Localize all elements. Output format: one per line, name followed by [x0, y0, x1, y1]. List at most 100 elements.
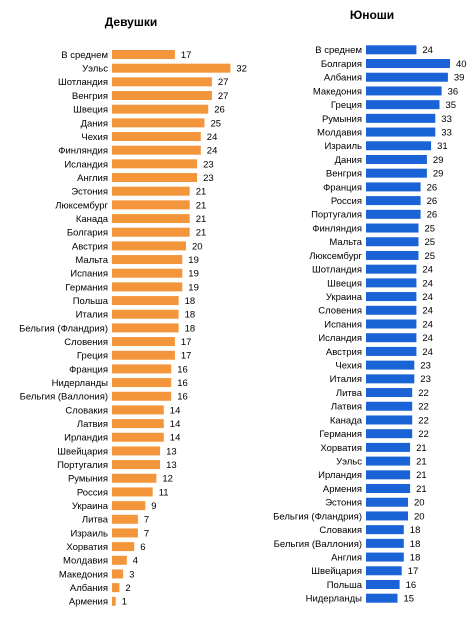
- boys-category-label: Шотландия: [312, 265, 362, 276]
- boys-category-label: Германия: [319, 429, 362, 440]
- boys-bar: [366, 374, 415, 384]
- boys-category-label: Венгрия: [326, 169, 362, 180]
- girls-value-label: 24: [207, 132, 218, 143]
- boys-value-label: 21: [416, 484, 427, 495]
- boys-chart: В среднем 24 Болгария 40 Албания 39 Македония 3…: [273, 45, 466, 604]
- girls-value-label: 23: [203, 159, 214, 170]
- girls-value-label: 27: [218, 91, 229, 102]
- girls-value-label: 26: [214, 105, 225, 116]
- boys-category-label: Россия: [331, 196, 362, 207]
- boys-category-label: Эстония: [325, 498, 362, 509]
- boys-value-label: 33: [441, 127, 452, 138]
- boys-category-label: Уэльс: [336, 457, 362, 468]
- girls-bar: [112, 309, 179, 319]
- boys-category-label: Чехия: [335, 361, 362, 372]
- boys-bar: [366, 346, 417, 356]
- boys-value-label: 18: [410, 525, 421, 536]
- boys-category-label: Украина: [326, 292, 363, 303]
- boys-bar: [366, 141, 432, 151]
- boys-value-label: 26: [427, 210, 438, 221]
- girls-category-label: Португалия: [57, 460, 108, 471]
- boys-value-label: 29: [433, 169, 444, 180]
- boys-category-label: Ирландия: [318, 470, 362, 481]
- girls-value-label: 16: [177, 392, 188, 403]
- girls-category-label: Чехия: [81, 132, 108, 143]
- boys-value-label: 16: [406, 580, 417, 591]
- boys-category-label: Израиль: [324, 141, 362, 152]
- boys-bar: [366, 525, 404, 535]
- boys-category-label: Швеция: [327, 278, 362, 289]
- girls-category-label: Нидерланды: [52, 378, 109, 389]
- boys-bar: [366, 100, 440, 110]
- boys-bar: [366, 511, 408, 521]
- girls-category-label: Мальта: [75, 255, 108, 266]
- girls-bar: [112, 542, 135, 552]
- boys-value-label: 21: [416, 470, 427, 481]
- boys-value-label: 26: [427, 182, 438, 193]
- girls-bar: [112, 77, 212, 87]
- boys-bar: [366, 237, 419, 247]
- girls-value-label: 13: [166, 460, 177, 471]
- girls-bar: [112, 596, 116, 606]
- girls-value-label: 18: [185, 296, 196, 307]
- boys-category-label: Молдавия: [317, 127, 362, 138]
- boys-chart-title: Юноши: [350, 8, 394, 22]
- boys-value-label: 23: [420, 361, 431, 372]
- boys-value-label: 22: [418, 402, 429, 413]
- boys-value-label: 36: [448, 86, 459, 97]
- boys-bar: [366, 168, 427, 178]
- girls-bar: [112, 405, 164, 415]
- boys-bar: [366, 319, 417, 329]
- boys-value-label: 25: [425, 251, 436, 262]
- boys-bar: [366, 552, 404, 562]
- girls-bar: [112, 350, 175, 360]
- girls-value-label: 19: [188, 282, 199, 293]
- girls-bar: [112, 282, 183, 292]
- boys-category-label: Словения: [318, 306, 362, 317]
- girls-category-label: Македония: [59, 569, 108, 580]
- boys-value-label: 18: [410, 552, 421, 563]
- girls-category-label: Франция: [69, 364, 108, 375]
- boys-bar: [366, 196, 421, 206]
- boys-value-label: 24: [422, 278, 433, 289]
- boys-category-label: Бельгия (Валлония): [274, 539, 362, 550]
- boys-value-label: 39: [454, 73, 465, 84]
- girls-bar: [112, 555, 127, 565]
- boys-value-label: 24: [422, 333, 433, 344]
- girls-category-label: Украина: [72, 501, 109, 512]
- girls-category-label: Бельгия (Фландрия): [19, 323, 108, 334]
- girls-value-label: 16: [177, 364, 188, 375]
- boys-bar: [366, 264, 417, 274]
- boys-category-label: Исландия: [318, 333, 362, 344]
- girls-category-label: Армения: [69, 597, 108, 608]
- boys-value-label: 21: [416, 457, 427, 468]
- girls-bar: [112, 487, 153, 497]
- boys-bar: [366, 497, 408, 507]
- boys-category-label: Испания: [324, 319, 362, 330]
- boys-bar: [366, 127, 436, 137]
- boys-category-label: Греция: [331, 100, 362, 111]
- boys-category-label: Латвия: [331, 402, 362, 413]
- girls-bar: [112, 337, 175, 347]
- girls-category-label: Румыния: [68, 474, 108, 485]
- boys-bar: [366, 429, 413, 439]
- girls-value-label: 24: [207, 146, 218, 157]
- girls-value-label: 14: [170, 405, 181, 416]
- boys-category-label: Италия: [330, 374, 362, 385]
- girls-category-label: Шотландия: [58, 77, 108, 88]
- girls-category-label: В среднем: [61, 50, 108, 61]
- boys-bar: [366, 360, 415, 370]
- boys-value-label: 20: [414, 511, 425, 522]
- boys-bar: [366, 72, 448, 82]
- boys-value-label: 22: [418, 388, 429, 399]
- girls-value-label: 18: [185, 323, 196, 334]
- boys-value-label: 22: [418, 415, 429, 426]
- boys-bar: [366, 470, 411, 480]
- girls-value-label: 6: [140, 542, 145, 553]
- girls-value-label: 32: [236, 64, 247, 75]
- girls-bar: [112, 268, 183, 278]
- girls-category-label: Канада: [76, 214, 109, 225]
- boys-bar: [366, 250, 419, 260]
- boys-category-label: Болгария: [321, 59, 362, 70]
- boys-bar: [366, 305, 417, 315]
